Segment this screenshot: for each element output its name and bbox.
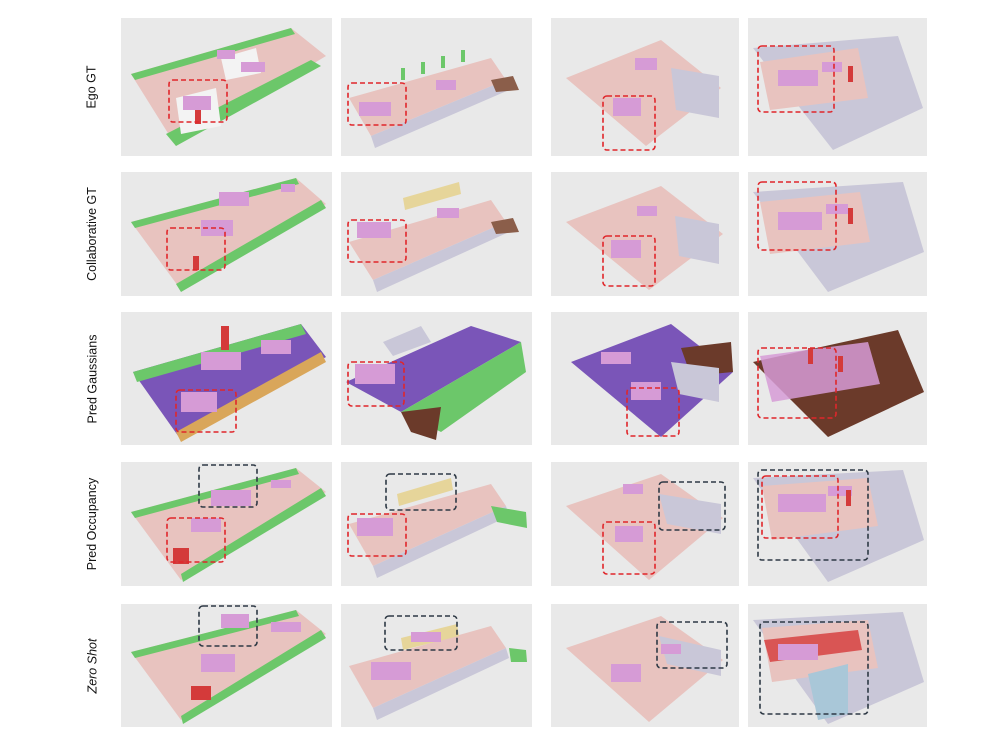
panel-pred-gaussians-4 (748, 312, 927, 445)
row-label-pred-gaussians: Pred Gaussians (85, 334, 99, 423)
panel-pred-gaussians-3 (551, 312, 739, 445)
row-label-ego-gt: Ego GT (85, 65, 100, 109)
row-label-zero-shot: Zero Shot (85, 638, 100, 693)
panel-ego-gt-1 (121, 18, 332, 156)
panel-pred-occupancy-3 (551, 462, 739, 586)
panel-pred-gaussians-2 (341, 312, 532, 445)
panel-pred-gaussians-1 (121, 312, 332, 445)
panel-pred-occupancy-1 (121, 462, 332, 586)
panel-collab-gt-2 (341, 172, 532, 296)
row-label-collaborative-gt: Collaborative GT (85, 187, 100, 281)
row-label-pred-occupancy: Pred Occupancy (85, 477, 100, 571)
panel-pred-occupancy-4 (748, 462, 927, 586)
panel-ego-gt-3 (551, 18, 739, 156)
panel-zero-shot-2 (341, 604, 532, 727)
panel-zero-shot-3 (551, 604, 739, 727)
panel-collab-gt-1 (121, 172, 332, 296)
panel-zero-shot-1 (121, 604, 332, 727)
panel-zero-shot-4 (748, 604, 927, 727)
panel-collab-gt-4 (748, 172, 927, 296)
panel-ego-gt-4 (748, 18, 927, 156)
panel-collab-gt-3 (551, 172, 739, 296)
panel-ego-gt-2 (341, 18, 532, 156)
panel-pred-occupancy-2 (341, 462, 532, 586)
